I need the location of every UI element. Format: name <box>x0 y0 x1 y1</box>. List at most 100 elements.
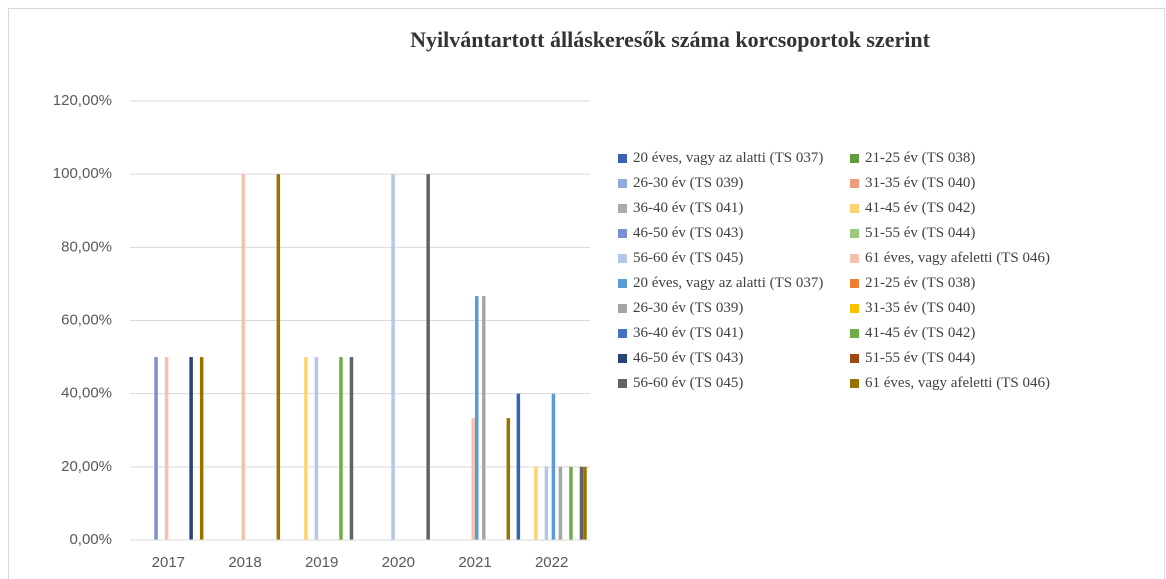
legend-label: 36-40 év (TS 041) <box>633 325 744 341</box>
bar <box>471 418 475 540</box>
legend-swatch <box>618 329 627 338</box>
x-tick-label: 2022 <box>535 554 568 571</box>
legend-label: 20 éves, vagy az alatti (TS 037) <box>633 275 824 291</box>
legend-item: 51-55 év (TS 044) <box>850 350 1150 367</box>
legend-item: 41-45 év (TS 042) <box>850 325 1150 342</box>
bar <box>276 174 281 540</box>
bar <box>569 466 573 540</box>
y-tick-label: 40,00% <box>61 385 112 402</box>
x-tick-label: 2017 <box>152 554 185 571</box>
bar <box>391 174 395 540</box>
legend-swatch <box>850 204 859 213</box>
bar <box>199 357 204 540</box>
legend-label: 51-55 év (TS 044) <box>865 350 976 366</box>
bar <box>426 174 430 540</box>
y-tick-label: 0,00% <box>69 531 112 548</box>
bar <box>534 466 538 540</box>
legend-label: 46-50 év (TS 043) <box>633 350 744 366</box>
bar <box>558 466 563 540</box>
bar <box>551 393 556 540</box>
legend-label: 46-50 év (TS 043) <box>633 225 744 241</box>
bar <box>475 296 479 540</box>
bar <box>304 357 308 540</box>
chart-border <box>8 8 1165 579</box>
y-tick-label: 20,00% <box>61 458 112 475</box>
legend-swatch <box>850 154 859 163</box>
legend-item: 26-30 év (TS 039) <box>618 300 850 317</box>
legend-item: 20 éves, vagy az alatti (TS 037) <box>618 150 850 167</box>
legend-swatch <box>618 204 627 213</box>
bar <box>314 357 319 540</box>
bar <box>349 357 354 540</box>
legend-item: 36-40 év (TS 041) <box>618 200 850 217</box>
legend-item: 56-60 év (TS 045) <box>618 375 850 392</box>
legend-label: 61 éves, vagy afeletti (TS 046) <box>865 375 1050 391</box>
legend-label: 20 éves, vagy az alatti (TS 037) <box>633 150 824 166</box>
legend-label: 61 éves, vagy afeletti (TS 046) <box>865 250 1050 266</box>
legend-item: 61 éves, vagy afeletti (TS 046) <box>850 250 1150 267</box>
bar <box>544 466 549 540</box>
legend-item: 31-35 év (TS 040) <box>850 175 1150 192</box>
legend-item: 41-45 év (TS 042) <box>850 200 1150 217</box>
bar <box>579 466 584 540</box>
legend-item: 20 éves, vagy az alatti (TS 037) <box>618 275 850 292</box>
legend-item: 56-60 év (TS 045) <box>618 250 850 267</box>
legend-swatch <box>850 229 859 238</box>
legend-swatch <box>618 279 627 288</box>
legend-label: 31-35 év (TS 040) <box>865 300 976 316</box>
y-tick-label: 120,00% <box>53 92 112 109</box>
legend-swatch <box>850 329 859 338</box>
legend-swatch <box>850 304 859 313</box>
x-tick-label: 2021 <box>458 554 491 571</box>
legend-swatch <box>850 379 859 388</box>
legend-swatch <box>618 229 627 238</box>
bar <box>241 174 245 540</box>
legend-label: 56-60 év (TS 045) <box>633 250 744 266</box>
y-tick-label: 100,00% <box>53 165 112 182</box>
legend-item: 26-30 év (TS 039) <box>618 175 850 192</box>
legend-label: 41-45 év (TS 042) <box>865 200 976 216</box>
legend-label: 26-30 év (TS 039) <box>633 300 744 316</box>
y-tick-label: 60,00% <box>61 311 112 328</box>
legend-label: 31-35 év (TS 040) <box>865 175 976 191</box>
legend-swatch <box>618 254 627 263</box>
legend-swatch <box>850 279 859 288</box>
bar <box>583 466 587 540</box>
legend-swatch <box>618 354 627 363</box>
legend-item: 21-25 év (TS 038) <box>850 275 1150 292</box>
y-tick-label: 80,00% <box>61 238 112 255</box>
legend-label: 21-25 év (TS 038) <box>865 275 976 291</box>
legend-item: 36-40 év (TS 041) <box>618 325 850 342</box>
x-tick-label: 2018 <box>228 554 261 571</box>
legend-swatch <box>850 354 859 363</box>
legend: 20 éves, vagy az alatti (TS 037) 21-25 év… <box>618 150 1150 392</box>
legend-label: 51-55 év (TS 044) <box>865 225 976 241</box>
legend-swatch <box>850 179 859 188</box>
chart-title: Nyilvántartott álláskeresők száma korcso… <box>410 27 930 52</box>
legend-label: 56-60 év (TS 045) <box>633 375 744 391</box>
legend-swatch <box>618 179 627 188</box>
legend-item: 46-50 év (TS 043) <box>618 225 850 242</box>
legend-swatch <box>618 154 627 163</box>
legend-label: 36-40 év (TS 041) <box>633 200 744 216</box>
x-tick-label: 2020 <box>382 554 415 571</box>
legend-item: 21-25 év (TS 038) <box>850 150 1150 167</box>
bar <box>482 296 486 540</box>
bar <box>339 357 343 540</box>
bar <box>506 418 511 540</box>
bar <box>516 393 521 540</box>
legend-label: 41-45 év (TS 042) <box>865 325 976 341</box>
legend-label: 26-30 év (TS 039) <box>633 175 744 191</box>
x-tick-label: 2019 <box>305 554 338 571</box>
legend-item: 46-50 év (TS 043) <box>618 350 850 367</box>
legend-item: 31-35 év (TS 040) <box>850 300 1150 317</box>
bar <box>154 357 158 540</box>
legend-swatch <box>850 254 859 263</box>
bar <box>189 357 193 540</box>
legend-item: 51-55 év (TS 044) <box>850 225 1150 242</box>
legend-label: 21-25 év (TS 038) <box>865 150 976 166</box>
legend-swatch <box>618 379 627 388</box>
bar <box>164 357 169 540</box>
